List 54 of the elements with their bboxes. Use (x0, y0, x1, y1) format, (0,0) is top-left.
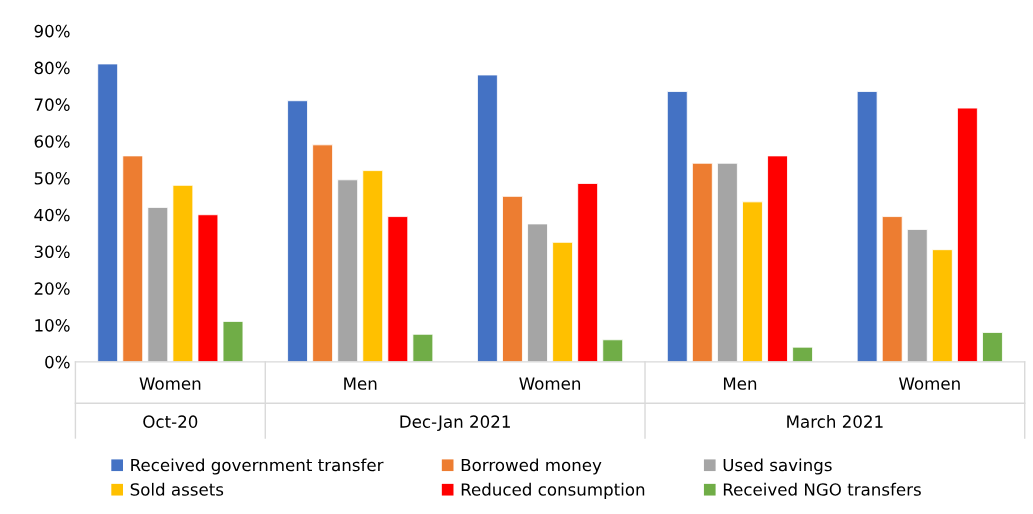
bar (577, 183, 599, 362)
bar (147, 206, 169, 362)
legend-label: Reduced consumption (461, 482, 645, 499)
text: March 2021 (787, 415, 883, 428)
y-tick-label: 0% (45, 355, 70, 369)
bar (197, 214, 219, 362)
bar (717, 162, 738, 362)
bar (552, 241, 573, 362)
bar (502, 195, 523, 362)
bar (172, 184, 194, 362)
bar (97, 63, 119, 362)
bar (792, 346, 813, 362)
y-tick-label: 50% (34, 171, 70, 185)
y-tick-label: 60% (34, 135, 70, 148)
bar (312, 144, 333, 362)
bar (477, 74, 498, 362)
x-tick-label: Women (139, 377, 201, 390)
text: Oct-20 (143, 415, 198, 428)
x-tick-label: Women (519, 377, 581, 390)
bar (742, 201, 763, 362)
bar (287, 100, 308, 362)
bar (362, 170, 384, 362)
bar (666, 91, 688, 362)
y-tick-label: 90% (34, 24, 70, 38)
legend-label: Borrowed money (461, 458, 602, 475)
bar (957, 107, 978, 362)
bar (412, 333, 434, 362)
bar (222, 320, 244, 362)
bar (122, 155, 144, 362)
bar (881, 216, 903, 362)
y-tick-label: 80% (34, 61, 70, 75)
legend-label: Received government transfer (131, 458, 384, 475)
legend-label: Received NGO transfers (723, 482, 921, 496)
legend-label: Sold assets (130, 482, 224, 496)
y-tick-label: 70% (34, 98, 70, 111)
y-tick-label: 10% (35, 319, 70, 332)
x-tick-label: Women (898, 377, 960, 390)
bar (856, 91, 878, 362)
text: Dec-Jan 2021 (400, 415, 510, 432)
bar (602, 339, 624, 362)
bar (982, 332, 1003, 362)
y-tick-label: 20% (34, 282, 70, 295)
bar (906, 229, 928, 362)
bar (767, 155, 788, 362)
y-tick-label: 40% (34, 208, 70, 222)
y-tick-label: 30% (34, 245, 70, 259)
bar (387, 216, 409, 362)
bar (337, 179, 359, 362)
x-tick-label: Men (723, 377, 757, 390)
bar (931, 249, 953, 362)
x-tick-label: Men (344, 377, 377, 390)
legend-label: Used savings (723, 458, 832, 475)
bar (527, 223, 548, 362)
bar (691, 162, 713, 362)
